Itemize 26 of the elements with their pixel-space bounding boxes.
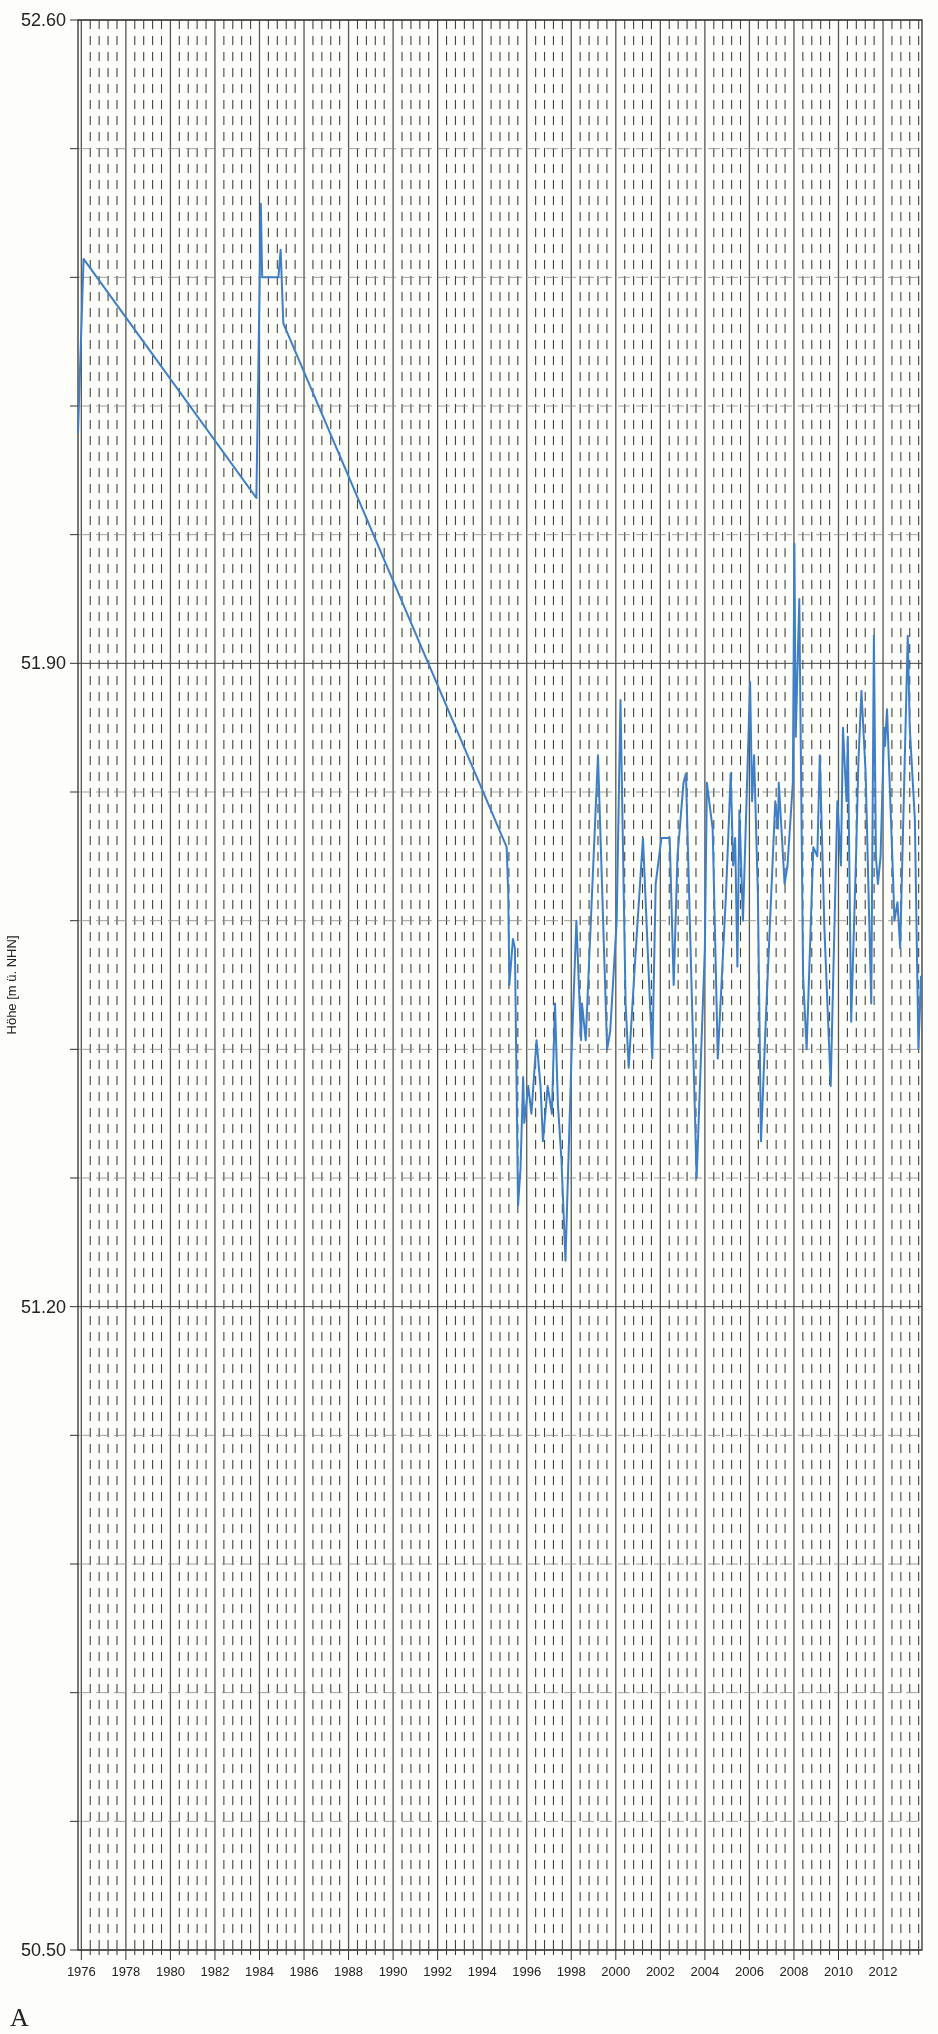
x-tick-label: 1984: [245, 1964, 274, 1979]
x-tick-label: 2010: [824, 1964, 853, 1979]
x-tick-label: 1986: [289, 1964, 319, 1979]
x-tick-label: 1982: [200, 1964, 230, 1979]
x-tick-label: 1994: [467, 1964, 497, 1979]
x-tick-label: 1992: [423, 1964, 453, 1979]
y-tick-label: 51.20: [20, 1296, 66, 1317]
x-tick-label: 2000: [601, 1964, 631, 1979]
y-tick-label: 51.90: [20, 653, 66, 674]
x-tick-label: 2004: [690, 1964, 720, 1979]
x-tick-label: 2008: [779, 1964, 809, 1979]
y-tick-label: 50.50: [20, 1940, 66, 1960]
x-tick-label: 2002: [645, 1964, 675, 1979]
line-series: [77, 202, 923, 1262]
x-tick-label: 1990: [378, 1964, 408, 1979]
x-tick-label: 1988: [334, 1964, 364, 1979]
x-tick-label: 1978: [111, 1964, 141, 1979]
text: A: [10, 2003, 29, 2032]
y-axis-title: Höhe [m ü. NHN]: [4, 935, 19, 1035]
x-tick-label: 2006: [734, 1964, 764, 1979]
y-tick-label: 52.60: [20, 10, 66, 30]
x-tick-label: 2012: [868, 1964, 898, 1979]
x-tick-label: 1998: [556, 1964, 586, 1979]
x-tick-label: 1980: [155, 1964, 185, 1979]
x-tick-label: 1996: [512, 1964, 542, 1979]
x-tick-label: 1976: [66, 1964, 96, 1979]
